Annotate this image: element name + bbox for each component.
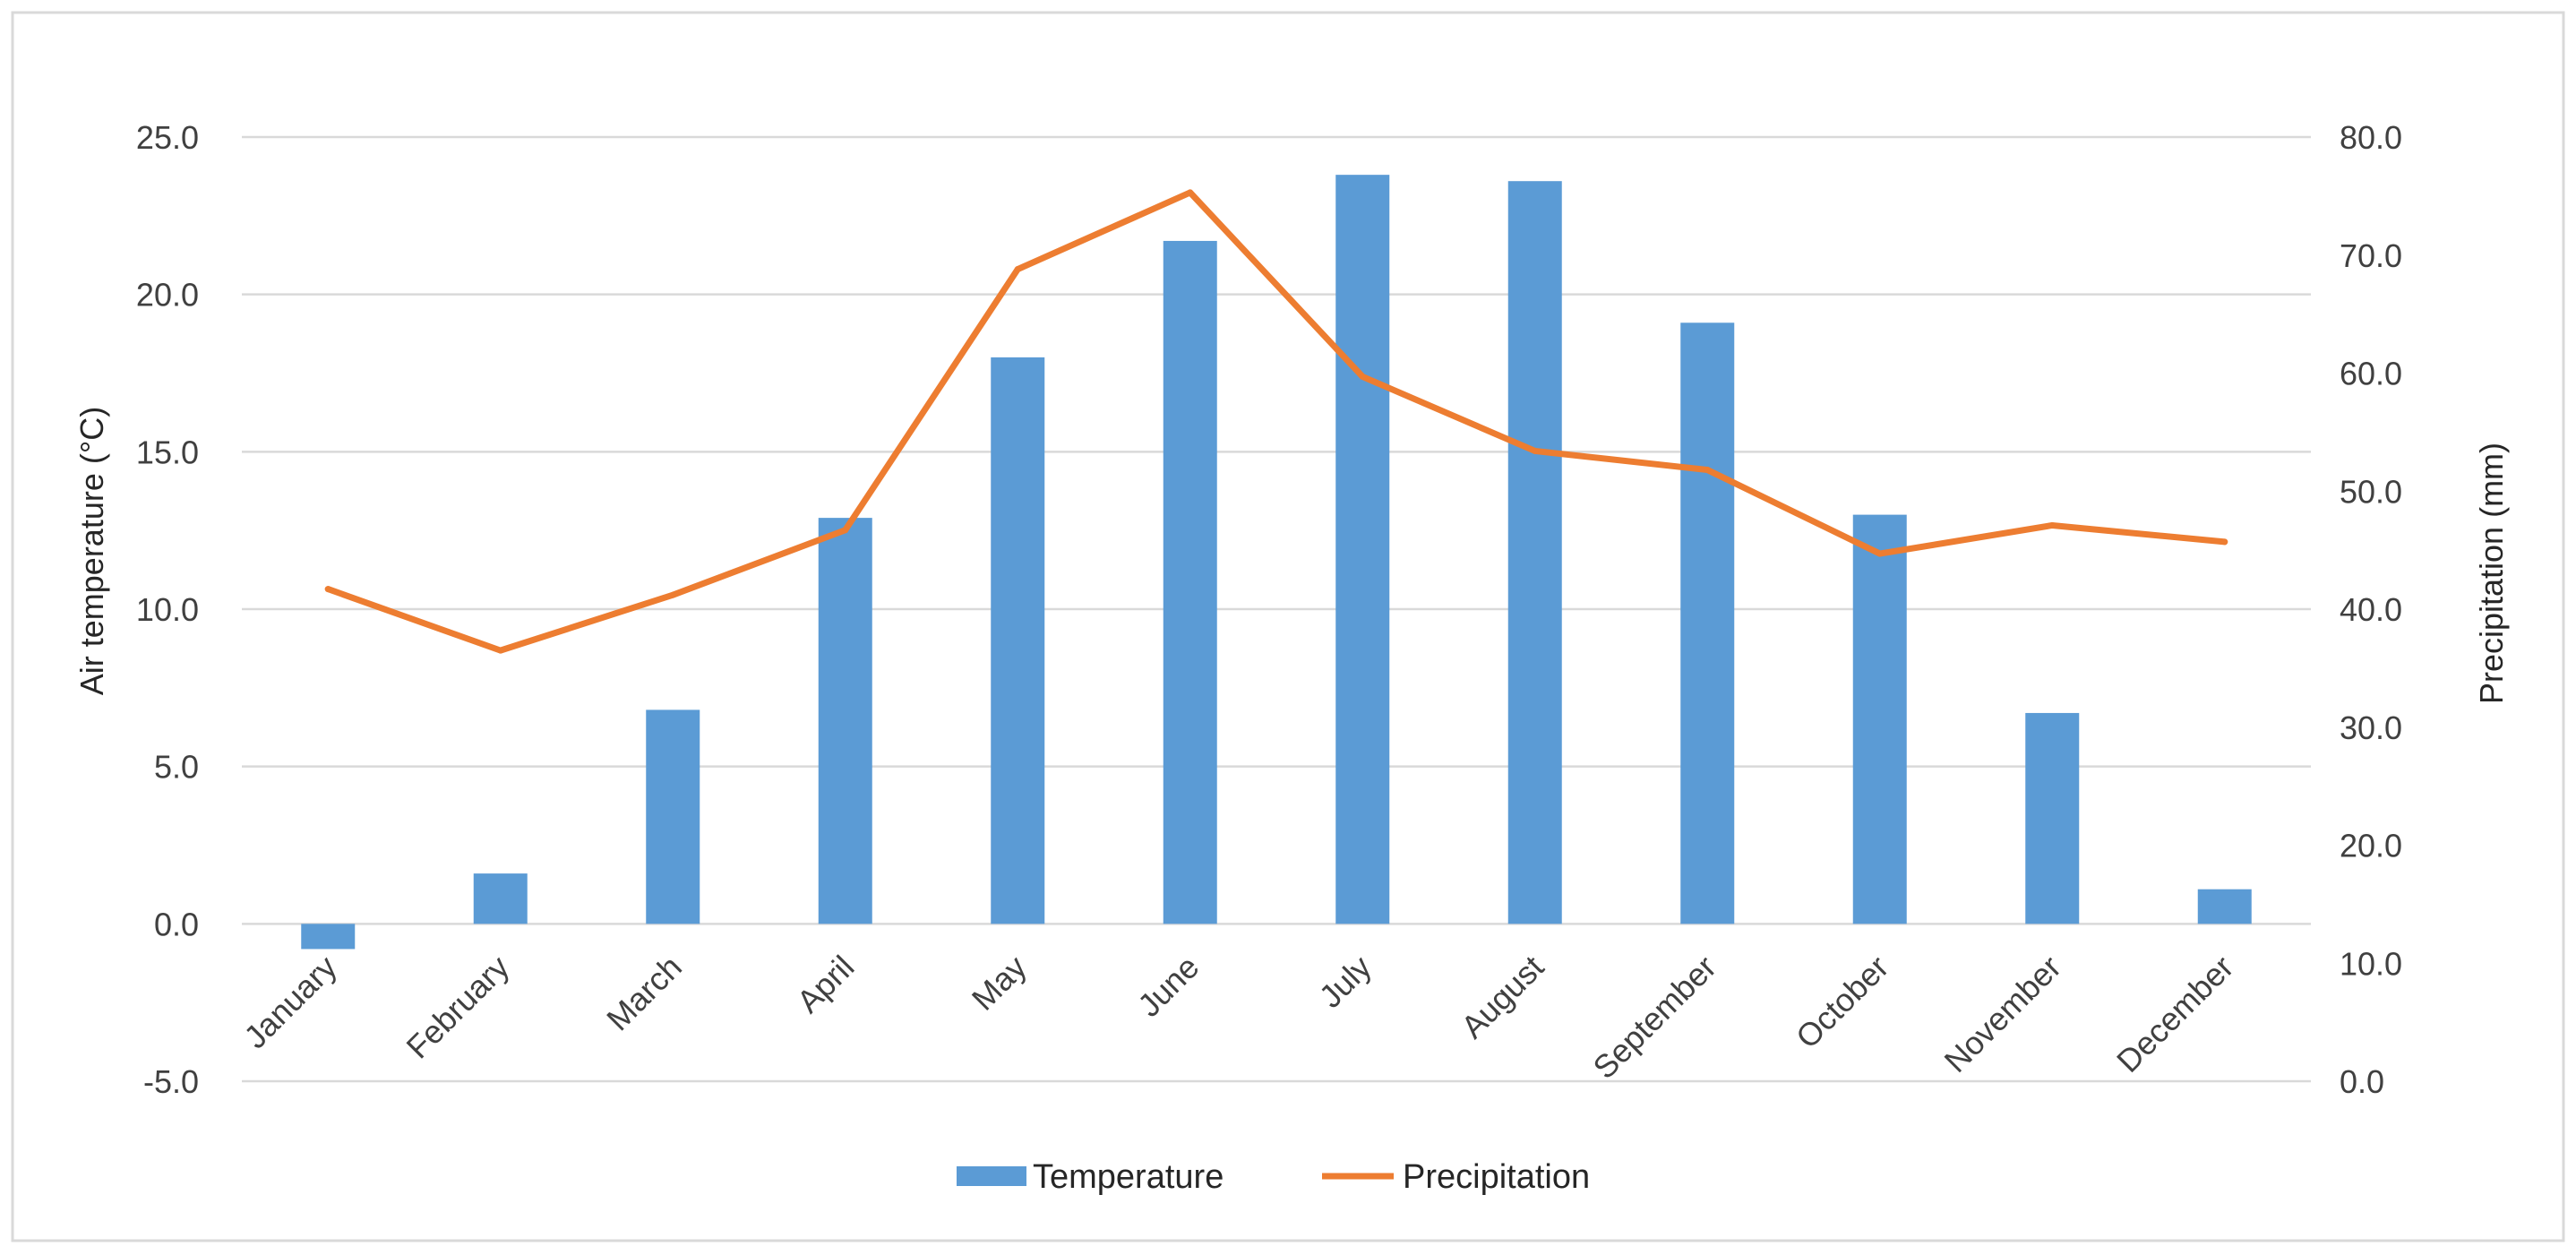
precipitation-point [1014,266,1021,273]
precipitation-point [1359,373,1366,380]
temperature-bar [301,924,356,950]
precipitation-point [324,586,331,593]
left-axis-ticks: -5.0 0.0 5.0 10.0 15.0 20.0 25.0 [136,119,199,1100]
temperature-bar [1507,181,1562,924]
left-tick-label: 5.0 [154,749,199,786]
precipitation-point [2048,521,2056,529]
temperature-bar [2025,712,2080,924]
temperature-bar [646,709,700,924]
precipitation-point [1704,467,1711,474]
temperature-bar [1335,175,1390,924]
temperature-bar [991,357,1045,924]
right-tick-label: 10.0 [2340,945,2402,982]
precipitation-line [324,189,2228,654]
precipitation-point [2221,538,2228,546]
left-axis-title: Air temperature (°C) [73,407,110,695]
temperature-bar [2197,889,2252,924]
left-tick-label: 25.0 [136,119,199,156]
temperature-bars [301,175,2252,950]
temperature-bar [473,873,528,924]
left-tick-label: 0.0 [154,906,199,942]
temperature-bar [1163,240,1217,924]
right-tick-label: 30.0 [2340,709,2402,746]
temperature-bar [1852,514,1907,924]
legend-label-precipitation: Precipitation [1403,1158,1590,1196]
temperature-bar [818,518,872,924]
right-axis-title: Precipitation (mm) [2473,443,2510,704]
precipitation-point [1532,447,1539,454]
precipitation-line-group [324,189,2228,654]
precipitation-point [1187,189,1194,196]
precipitation-point [842,527,849,534]
legend: Temperature Precipitation [957,1158,1590,1196]
right-tick-label: 80.0 [2340,119,2402,156]
right-axis-ticks: 0.0 10.0 20.0 30.0 40.0 50.0 60.0 70.0 80.0 [2340,119,2402,1100]
right-tick-label: 60.0 [2340,356,2402,392]
left-tick-label: -5.0 [143,1063,199,1100]
left-tick-label: 20.0 [136,277,199,314]
chart-border [11,11,2565,1242]
right-tick-label: 40.0 [2340,591,2402,628]
right-tick-label: 50.0 [2340,473,2402,510]
left-tick-label: 10.0 [136,591,199,628]
right-tick-label: 20.0 [2340,828,2402,864]
legend-swatch-temperature [957,1166,1026,1186]
gridlines [242,135,2311,1083]
left-tick-label: 15.0 [136,434,199,470]
precipitation-point [497,647,504,654]
temperature-bar [1680,322,1735,924]
legend-label-temperature: Temperature [1033,1158,1224,1196]
precipitation-point [1876,550,1884,557]
right-tick-label: 70.0 [2340,237,2402,274]
right-tick-label: 0.0 [2340,1063,2384,1100]
precipitation-point [669,591,676,598]
